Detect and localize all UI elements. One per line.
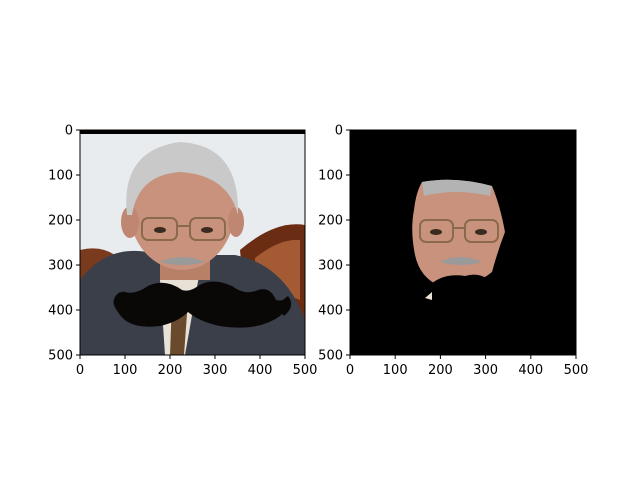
right-y-tick-label: 300 [318, 259, 343, 274]
right-y-tick-label: 0 [335, 124, 343, 139]
left-image [80, 130, 305, 355]
left-y-tick-label: 300 [48, 259, 73, 274]
left-x-tick-label: 300 [203, 363, 228, 378]
left-x-tick-label: 400 [248, 363, 273, 378]
right-x-tick-label: 200 [428, 363, 453, 378]
right-y-tick-label: 400 [318, 304, 343, 319]
left-y-tick-label: 500 [48, 349, 73, 364]
left-x-tick-label: 500 [293, 363, 318, 378]
right-x-ticks: 0 100 200 300 400 500 [346, 355, 589, 378]
left-x-ticks: 0 100 200 300 400 500 [76, 355, 318, 378]
right-x-tick-label: 300 [473, 363, 498, 378]
right-x-tick-label: 100 [383, 363, 408, 378]
left-y-tick-label: 0 [65, 124, 73, 139]
left-x-tick-label: 200 [158, 363, 183, 378]
right-y-ticks: 0 100 200 300 400 500 [318, 124, 350, 364]
right-x-tick-label: 0 [346, 363, 354, 378]
left-y-tick-label: 200 [48, 214, 73, 229]
left-x-tick-label: 100 [113, 363, 138, 378]
right-y-tick-label: 500 [318, 349, 343, 364]
right-x-tick-label: 500 [564, 363, 589, 378]
right-x-tick-label: 400 [518, 363, 543, 378]
right-y-tick-label: 200 [318, 214, 343, 229]
right-y-tick-label: 100 [318, 169, 343, 184]
right-axes [349, 129, 577, 356]
right-image [350, 130, 576, 355]
left-y-tick-label: 400 [48, 304, 73, 319]
left-x-tick-label: 0 [76, 363, 84, 378]
left-axes [79, 129, 306, 356]
left-y-tick-label: 100 [48, 169, 73, 184]
left-y-ticks: 0 100 200 300 400 500 [48, 124, 80, 364]
